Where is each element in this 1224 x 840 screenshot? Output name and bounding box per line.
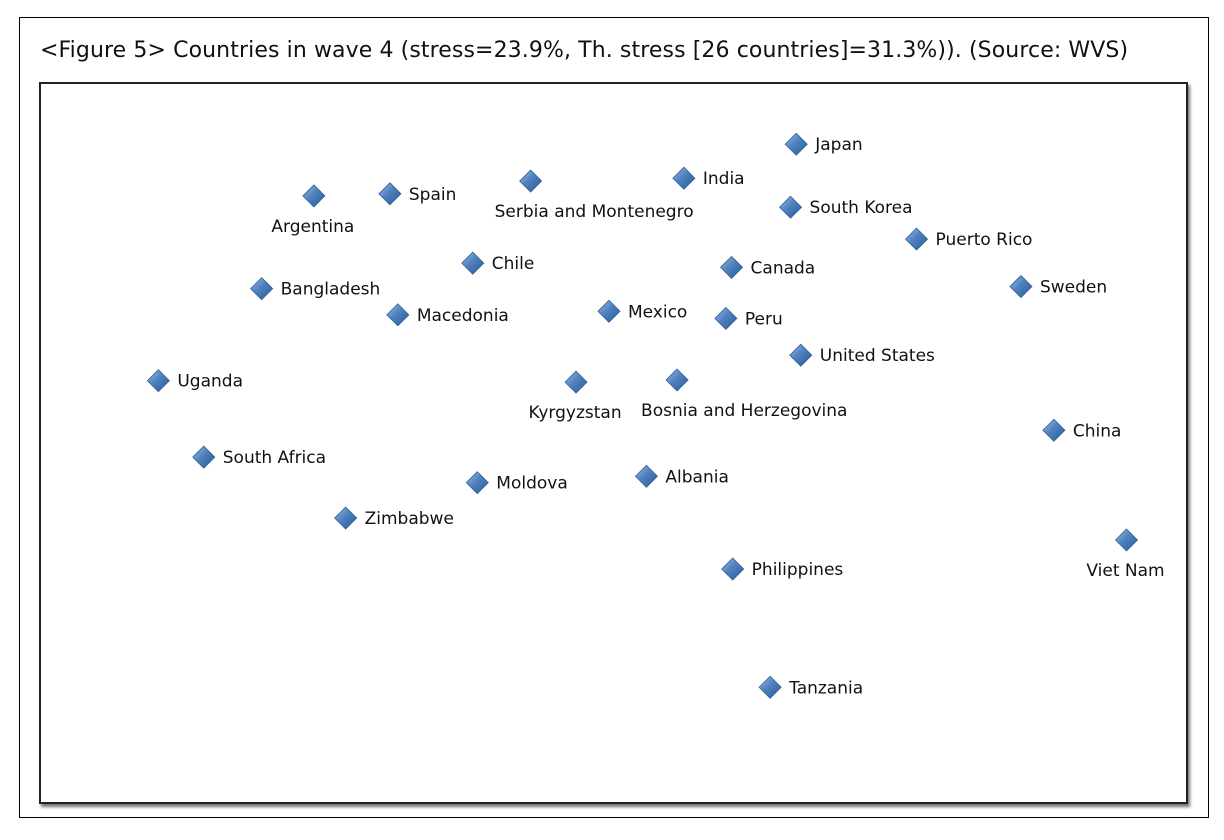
point-label: Kyrgyzstan [528, 403, 621, 423]
point-label: South Africa [223, 448, 326, 468]
diamond-marker [334, 506, 358, 530]
point-label: Uganda [177, 372, 243, 392]
diamond-marker [302, 184, 326, 208]
data-point-chile: Chile [461, 251, 535, 275]
diamond-marker [461, 251, 485, 275]
diamond-marker [1009, 274, 1033, 299]
diamond-marker [564, 370, 588, 394]
point-label: Viet Nam [1086, 561, 1164, 581]
data-point-spain: Spain [378, 182, 457, 206]
point-label: Tanzania [788, 678, 863, 698]
data-point-mexico: Mexico [597, 299, 687, 323]
data-point-china: China [1042, 418, 1122, 442]
data-point-philippines: Philippines [721, 557, 844, 581]
data-points: Japan Spain Argentina Serbia and Montenegro… [146, 132, 1165, 699]
data-point-puerto-rico: Puerto Rico [904, 227, 1033, 251]
point-label: Zimbabwe [365, 509, 454, 529]
diamond-marker [1114, 528, 1139, 552]
point-label: Mexico [628, 302, 687, 322]
point-label: Argentina [271, 217, 354, 237]
data-point-kyrgyzstan: Kyrgyzstan [528, 370, 622, 423]
figure-caption: <Figure 5> Countries in wave 4 (stress=2… [40, 38, 1129, 63]
data-point-united-states: United States [789, 343, 935, 367]
data-point-tanzania: Tanzania [758, 675, 863, 699]
diamond-marker [665, 368, 689, 392]
diamond-marker [192, 445, 216, 469]
point-label: Spain [409, 185, 457, 205]
diamond-marker [672, 166, 696, 190]
data-point-bosnia-and-herzegovina: Bosnia and Herzegovina [641, 368, 847, 421]
point-label: Puerto Rico [936, 230, 1033, 250]
point-label: Japan [814, 135, 862, 155]
diamond-marker [758, 675, 782, 699]
point-label: Moldova [496, 474, 567, 494]
diamond-marker [250, 277, 274, 301]
plot-area [39, 82, 1188, 804]
point-label: India [703, 169, 745, 189]
data-point-bangladesh: Bangladesh [250, 277, 381, 301]
diamond-marker [146, 369, 170, 393]
point-label: Bangladesh [281, 280, 381, 300]
diamond-marker [1042, 418, 1066, 442]
point-label: South Korea [810, 198, 913, 218]
diamond-marker [778, 195, 803, 219]
point-label: Serbia and Montenegro [495, 202, 694, 222]
diamond-marker [597, 299, 621, 323]
data-point-uganda: Uganda [146, 369, 243, 393]
point-label: Macedonia [417, 306, 509, 326]
diamond-marker [721, 557, 745, 581]
data-point-albania: Albania [634, 464, 729, 488]
diamond-marker [386, 303, 410, 327]
diamond-marker [719, 255, 744, 279]
point-label: Peru [745, 309, 783, 329]
point-label: Sweden [1040, 278, 1107, 298]
data-point-south-africa: South Africa [192, 445, 326, 469]
data-point-viet-nam: Viet Nam [1086, 528, 1165, 581]
point-label: Chile [492, 254, 535, 274]
diamond-marker [465, 471, 489, 495]
diamond-marker [634, 464, 658, 488]
data-point-moldova: Moldova [465, 471, 568, 495]
diamond-marker [784, 132, 808, 156]
diamond-marker [904, 227, 929, 251]
data-point-serbia-and-montenegro: Serbia and Montenegro [495, 169, 694, 222]
point-label: Bosnia and Herzegovina [641, 401, 847, 421]
data-point-sweden: Sweden [1009, 274, 1107, 299]
diamond-marker [378, 182, 402, 206]
point-label: China [1073, 421, 1122, 441]
figure-frame [19, 17, 1209, 818]
point-label: Canada [751, 258, 816, 278]
point-label: Albania [665, 467, 728, 487]
data-point-japan: Japan [784, 132, 863, 156]
data-point-canada: Canada [719, 255, 816, 279]
data-point-peru: Peru [714, 306, 783, 330]
diamond-marker [789, 343, 813, 367]
data-point-argentina: Argentina [271, 184, 354, 237]
point-label: United States [820, 346, 935, 366]
diamond-marker [519, 169, 543, 193]
data-point-south-korea: South Korea [778, 195, 913, 219]
data-point-india: India [672, 166, 745, 190]
data-point-zimbabwe: Zimbabwe [334, 506, 454, 530]
point-label: Philippines [752, 560, 844, 580]
diamond-marker [714, 306, 738, 330]
data-point-macedonia: Macedonia [386, 303, 509, 327]
